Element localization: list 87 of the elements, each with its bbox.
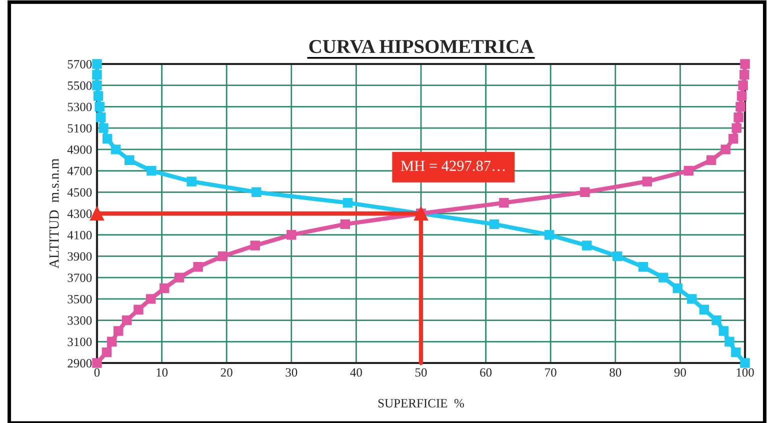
x-tick-label: 40 xyxy=(350,368,362,377)
point xyxy=(102,347,112,358)
point xyxy=(740,59,750,69)
point xyxy=(286,230,296,240)
point xyxy=(734,112,744,122)
y-tick-label: 4300 xyxy=(67,210,92,218)
point xyxy=(582,240,592,250)
y-tick-label: 5500 xyxy=(68,81,92,90)
point xyxy=(740,358,750,368)
x-axis-title: SUPERFICIE % xyxy=(378,399,464,408)
point xyxy=(252,187,262,198)
point xyxy=(736,91,747,101)
point xyxy=(638,262,648,272)
x-tick-label: 100 xyxy=(736,368,754,377)
point xyxy=(102,134,112,144)
x-tick-label: 80 xyxy=(610,368,622,377)
point xyxy=(218,251,228,262)
point xyxy=(672,283,682,294)
point xyxy=(110,144,121,154)
point xyxy=(342,198,353,208)
point xyxy=(499,198,509,208)
point xyxy=(146,166,156,176)
point xyxy=(114,326,124,336)
point xyxy=(134,304,144,314)
x-tick-label: 10 xyxy=(156,368,168,377)
point xyxy=(146,294,156,304)
y-tick-label: 4500 xyxy=(67,188,92,197)
point xyxy=(738,80,748,90)
point xyxy=(93,91,104,101)
x-tick-label: 30 xyxy=(286,368,298,377)
x-tick-label: 0 xyxy=(94,368,100,377)
y-tick-label: 4700 xyxy=(67,166,92,176)
y-tick-label: 3500 xyxy=(68,294,92,304)
point xyxy=(580,187,590,198)
point xyxy=(193,262,203,272)
y-tick-label: 3300 xyxy=(68,316,92,325)
point xyxy=(731,347,741,358)
y-axis-title: ALTITUD m.s.n.m xyxy=(49,158,59,268)
point xyxy=(724,336,734,347)
point xyxy=(92,70,102,80)
point xyxy=(124,155,134,165)
point xyxy=(250,240,260,250)
point xyxy=(658,272,668,282)
point xyxy=(728,134,738,144)
point xyxy=(699,304,710,314)
point xyxy=(684,166,694,176)
y-tick-label: 4100 xyxy=(67,230,92,240)
point xyxy=(736,102,746,112)
point xyxy=(718,326,728,336)
x-tick-label: 70 xyxy=(545,368,556,377)
point xyxy=(94,102,104,112)
y-tick-label: 5700 xyxy=(68,60,92,68)
y-tick-label: 3900 xyxy=(68,252,92,261)
y-tick-label: 3100 xyxy=(68,338,92,346)
point xyxy=(107,336,117,347)
point xyxy=(92,59,102,69)
x-tick-label: 90 xyxy=(674,368,686,377)
point xyxy=(712,315,722,326)
x-tick-label: 20 xyxy=(220,368,232,377)
x-tick-label: 50 xyxy=(415,368,427,377)
point xyxy=(732,123,742,133)
point xyxy=(186,176,196,186)
point xyxy=(90,206,104,220)
point xyxy=(92,358,102,368)
y-tick-label: 5100 xyxy=(68,124,92,133)
point xyxy=(122,315,132,326)
x-tick-label: 60 xyxy=(480,368,492,377)
point xyxy=(160,283,170,294)
point xyxy=(174,272,184,282)
point xyxy=(92,80,102,90)
point xyxy=(687,294,697,304)
point xyxy=(612,251,622,262)
point xyxy=(489,219,500,230)
point xyxy=(720,144,730,154)
point xyxy=(642,176,652,186)
point xyxy=(739,70,750,80)
point xyxy=(544,230,554,240)
point xyxy=(340,219,350,230)
y-tick-label: 3700 xyxy=(68,274,92,282)
y-tick-label: 2900 xyxy=(68,359,92,368)
point xyxy=(96,112,106,122)
annotation: MH = 4297.87… xyxy=(400,160,505,172)
point xyxy=(706,155,716,165)
y-tick-label: 4900 xyxy=(67,145,92,154)
point xyxy=(98,123,108,133)
chart-title: CURVA HIPSOMETRICA xyxy=(309,40,534,54)
y-tick-label: 5300 xyxy=(68,102,92,112)
